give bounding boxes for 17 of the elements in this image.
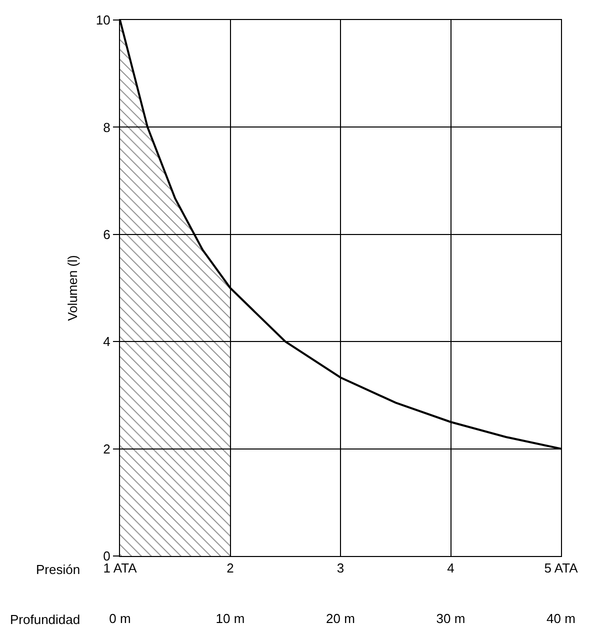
x2-tick-label: 30 m	[436, 611, 466, 626]
x2-tick-label: 0 m	[109, 611, 131, 626]
x2-axis-title: Profundidad	[10, 612, 80, 627]
x2-tick-label: 10 m	[216, 611, 245, 626]
y-tick-label: 4	[103, 334, 110, 350]
y-tick-label: 8	[103, 120, 110, 135]
x-tick-label: 2	[226, 560, 234, 576]
x-axis-title: Presión	[36, 562, 80, 577]
y-tick-label: 6	[103, 226, 110, 242]
y-axis-title: Volumen (l)	[64, 255, 80, 321]
x-tick-label: 4	[447, 560, 454, 576]
y-tick-label: 10	[96, 12, 110, 28]
x-tick-label: 3	[336, 560, 344, 576]
x2-tick-label: 40 m	[546, 611, 576, 626]
y-tick-label: 2	[103, 441, 110, 456]
x2-tick-label: 20 m	[326, 611, 355, 626]
x-tick-label: 5 ATA	[544, 560, 578, 576]
